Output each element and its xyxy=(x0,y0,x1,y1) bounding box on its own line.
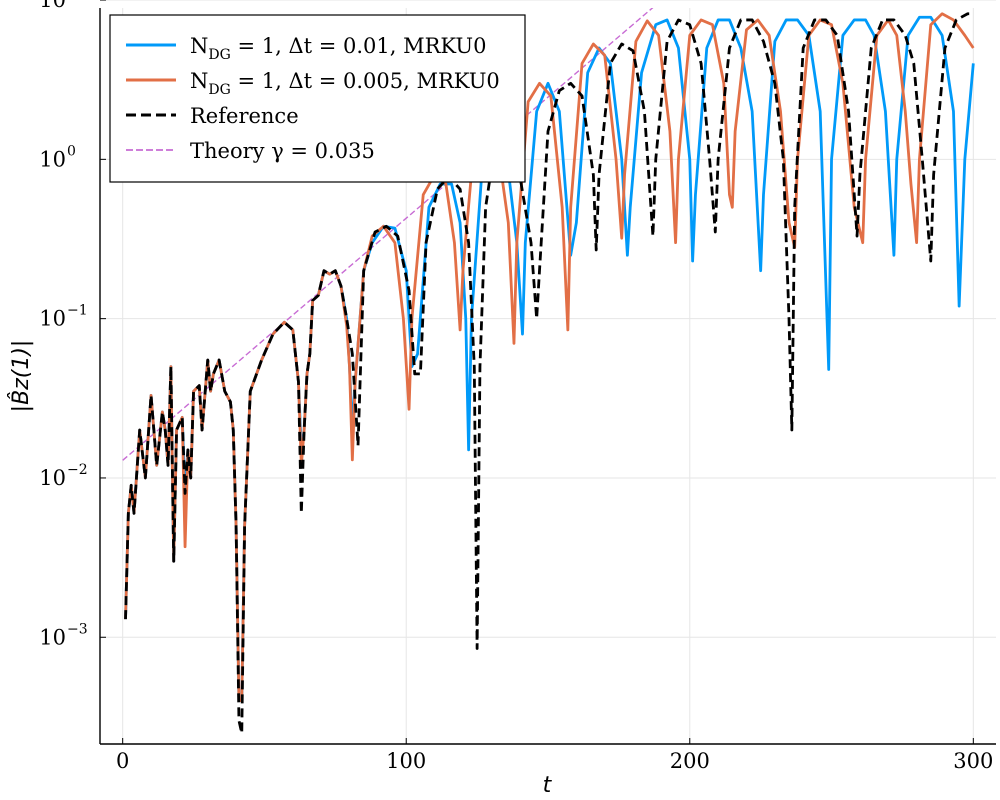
y-tick-label: 10 −3 xyxy=(39,621,87,649)
y-axis-title: |B̂z(1)| xyxy=(8,340,34,413)
legend-label-sub: DG xyxy=(208,47,230,63)
y-tick-exponent: 0 xyxy=(67,143,76,159)
y-tick-exponent: −2 xyxy=(67,462,88,478)
legend-label-main: N xyxy=(190,69,208,93)
series-line xyxy=(122,8,654,461)
legend-label-sub: DG xyxy=(208,82,230,98)
y-tick-base: 10 xyxy=(39,307,66,331)
y-tick-base: 10 xyxy=(39,147,66,171)
y-tick-label: 10 −1 xyxy=(39,303,87,331)
x-tick-label: 100 xyxy=(386,749,426,773)
legend-label: Reference xyxy=(190,104,299,128)
x-axis-title: t xyxy=(543,773,553,798)
legend-label-rest: = 1, Δt = 0.005, MRKU0 xyxy=(231,69,500,93)
y-tick-base: 10 xyxy=(39,625,66,649)
legend-label-rest: γ = 0.035 xyxy=(271,139,375,163)
y-tick-label: 10 0 xyxy=(39,143,76,171)
y-tick-label: 10 −2 xyxy=(39,462,87,490)
legend-label-main: Reference xyxy=(190,104,299,128)
legend-label-main: Theory xyxy=(190,139,271,163)
x-tick-label: 200 xyxy=(670,749,710,773)
legend-label: NDG = 1, Δt = 0.005, MRKU0 xyxy=(190,69,500,98)
x-tick-label: 300 xyxy=(953,749,993,773)
y-tick-exponent: −3 xyxy=(67,621,88,637)
y-tick-base: 10 xyxy=(39,466,66,490)
x-tick-label: 0 xyxy=(116,749,129,773)
legend-label: Theory γ = 0.035 xyxy=(190,139,375,163)
y-tick-label: 101 xyxy=(39,0,76,12)
legend-box xyxy=(109,14,526,183)
legend-label: NDG = 1, Δt = 0.01, MRKU0 xyxy=(190,34,486,63)
y-tick-exponent: −1 xyxy=(67,303,88,319)
axes xyxy=(99,8,996,745)
legend-label-main: N xyxy=(190,34,208,58)
y-tick-base: 10 xyxy=(39,0,66,12)
legend-label-rest: = 1, Δt = 0.01, MRKU0 xyxy=(231,34,487,58)
